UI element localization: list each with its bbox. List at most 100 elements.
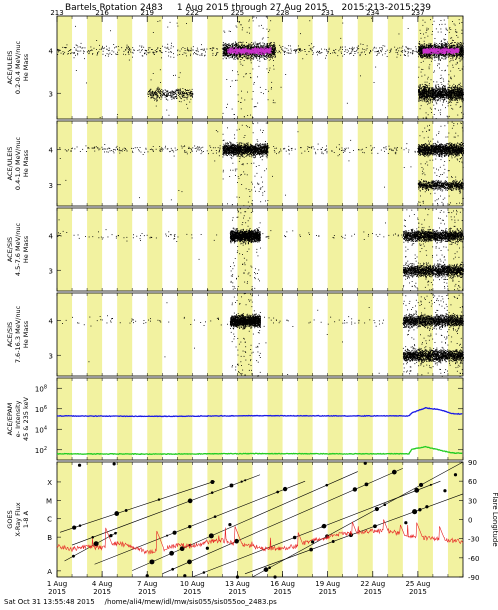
- day-stripe: [207, 293, 223, 376]
- flare-dot: [383, 503, 387, 507]
- flare-track: [162, 468, 403, 575]
- flare-dot: [374, 506, 379, 512]
- flare-point: [183, 574, 187, 578]
- y-tick-label: A: [47, 568, 52, 576]
- day-stripe: [147, 462, 163, 577]
- day-stripe: [297, 462, 313, 577]
- day-stripe: [387, 378, 403, 460]
- flare-dot: [78, 524, 82, 527]
- day-stripe: [207, 121, 223, 206]
- xray-flux-line: [56, 519, 464, 555]
- y-axis-label-line: 1-8 A: [22, 510, 30, 528]
- day-stripe: [177, 293, 193, 376]
- day-stripe: [87, 378, 103, 460]
- flare-dot: [208, 533, 214, 539]
- y-axis-label-line: GOES: [6, 510, 14, 528]
- y2-tick-label: 0: [468, 517, 472, 525]
- flare-dot: [229, 483, 234, 488]
- day-stripe: [177, 208, 193, 291]
- day-stripe: [357, 208, 373, 291]
- y-tick-label: 104: [35, 425, 47, 434]
- y-tick-label: 3: [49, 267, 53, 275]
- flare-point: [404, 521, 408, 525]
- y-axis-label-line: ACE/SIS: [6, 237, 14, 262]
- flare-dot: [114, 531, 117, 535]
- date-tick-label: 4 Aug: [92, 580, 112, 588]
- day-stripe: [57, 378, 73, 460]
- flare-dot: [157, 498, 161, 501]
- date-tick-year: 2015: [93, 588, 111, 596]
- day-stripe: [357, 462, 373, 577]
- day-stripe: [207, 378, 223, 460]
- y-axis-label-line: X-Ray Flux: [14, 502, 22, 536]
- flare-dot: [263, 567, 269, 572]
- flare-dot: [414, 487, 420, 493]
- flare-track: [94, 480, 306, 565]
- day-stripe: [237, 208, 253, 291]
- doy-tick-label: 237: [411, 9, 424, 17]
- day-stripe: [297, 378, 313, 460]
- flare-dot: [364, 482, 369, 487]
- panel-goes-xray: GOESX-Ray Flux1-8 A X M C B A -90 -60 -30 0 30 60 90…: [6, 459, 498, 596]
- y-tick-label: C: [47, 516, 52, 524]
- day-stripe: [237, 293, 253, 376]
- day-stripe: [117, 378, 133, 460]
- y-axis-label-line: ACE/ULEIS: [6, 51, 14, 85]
- y2-tick-label: 60: [468, 478, 477, 486]
- date-tick-year: 2015: [229, 588, 247, 596]
- panel-ace-uleis-0.2-0.4: ACE/ULEIS0.2-0.4 MeV/nucHe Mass 3 4 213 216 2…: [6, 9, 464, 120]
- date-tick-label: 25 Aug: [405, 580, 430, 588]
- flare-dot: [240, 480, 243, 483]
- day-stripe: [87, 121, 103, 206]
- y-axis-label: ACE/EPAMe- Intensity45 & 235 keV: [6, 396, 30, 440]
- y-axis-label-line: ACE/EPAM: [6, 403, 14, 436]
- doy-tick-label: 234: [366, 9, 380, 17]
- day-stripe: [117, 462, 133, 577]
- y-axis-label-line: 7.6-16.3 MeV/nuc: [14, 305, 22, 363]
- flare-point: [443, 489, 447, 493]
- day-stripe: [447, 121, 463, 206]
- y-tick-label: 102: [35, 446, 47, 455]
- flare-dot: [429, 483, 432, 486]
- day-stripe: [57, 208, 73, 291]
- doy-tick-label: 216: [95, 9, 109, 17]
- y-tick-label: 3: [49, 352, 53, 360]
- y-axis-label-line: ACE/ULEIS: [6, 147, 14, 181]
- day-stripe: [87, 208, 103, 291]
- day-stripe: [57, 121, 73, 206]
- day-stripe: [87, 293, 103, 376]
- day-stripe: [207, 16, 223, 119]
- day-stripe: [357, 293, 373, 376]
- y2-tick-label: -90: [468, 574, 479, 582]
- flare-dot: [93, 541, 99, 547]
- day-stripe: [267, 293, 283, 376]
- y-axis-label-line: 4.5-7.6 MeV/nuc: [14, 223, 22, 277]
- flare-dot: [114, 511, 120, 516]
- panel-ace-uleis-0.4-1.0: ACE/ULEIS0.4-1.0 MeV/nucHe Mass 3 4: [6, 120, 464, 207]
- flare-point: [228, 523, 232, 527]
- flare-dot: [124, 509, 128, 512]
- flare-dot: [108, 535, 112, 538]
- flare-dot: [244, 479, 247, 482]
- doy-tick-label: 231: [321, 9, 334, 17]
- y-axis-label: GOESX-Ray Flux1-8 A: [6, 502, 30, 536]
- date-tick-year: 2015: [274, 588, 292, 596]
- y-tick-label: 106: [35, 405, 47, 414]
- y-tick-label: 4: [49, 318, 54, 326]
- day-stripe: [417, 462, 433, 577]
- day-stripe: [237, 378, 253, 460]
- day-stripe: [87, 462, 103, 577]
- flare-dot: [187, 498, 193, 504]
- figure-title: Bartels Rotation 2483 1 Aug 2015 through …: [65, 3, 431, 13]
- y-tick-label: 3: [49, 90, 53, 98]
- day-stripe: [357, 121, 373, 206]
- flare-dot: [202, 571, 206, 574]
- y-axis-label-line: 0.4-1.0 MeV/nuc: [14, 137, 22, 191]
- flare-dot: [210, 480, 215, 484]
- flare-track: [252, 461, 464, 578]
- day-stripe: [447, 378, 463, 460]
- flare-dot: [321, 525, 324, 528]
- day-stripe: [327, 121, 343, 206]
- panel-frame: [56, 207, 464, 292]
- flare-dot: [213, 515, 217, 519]
